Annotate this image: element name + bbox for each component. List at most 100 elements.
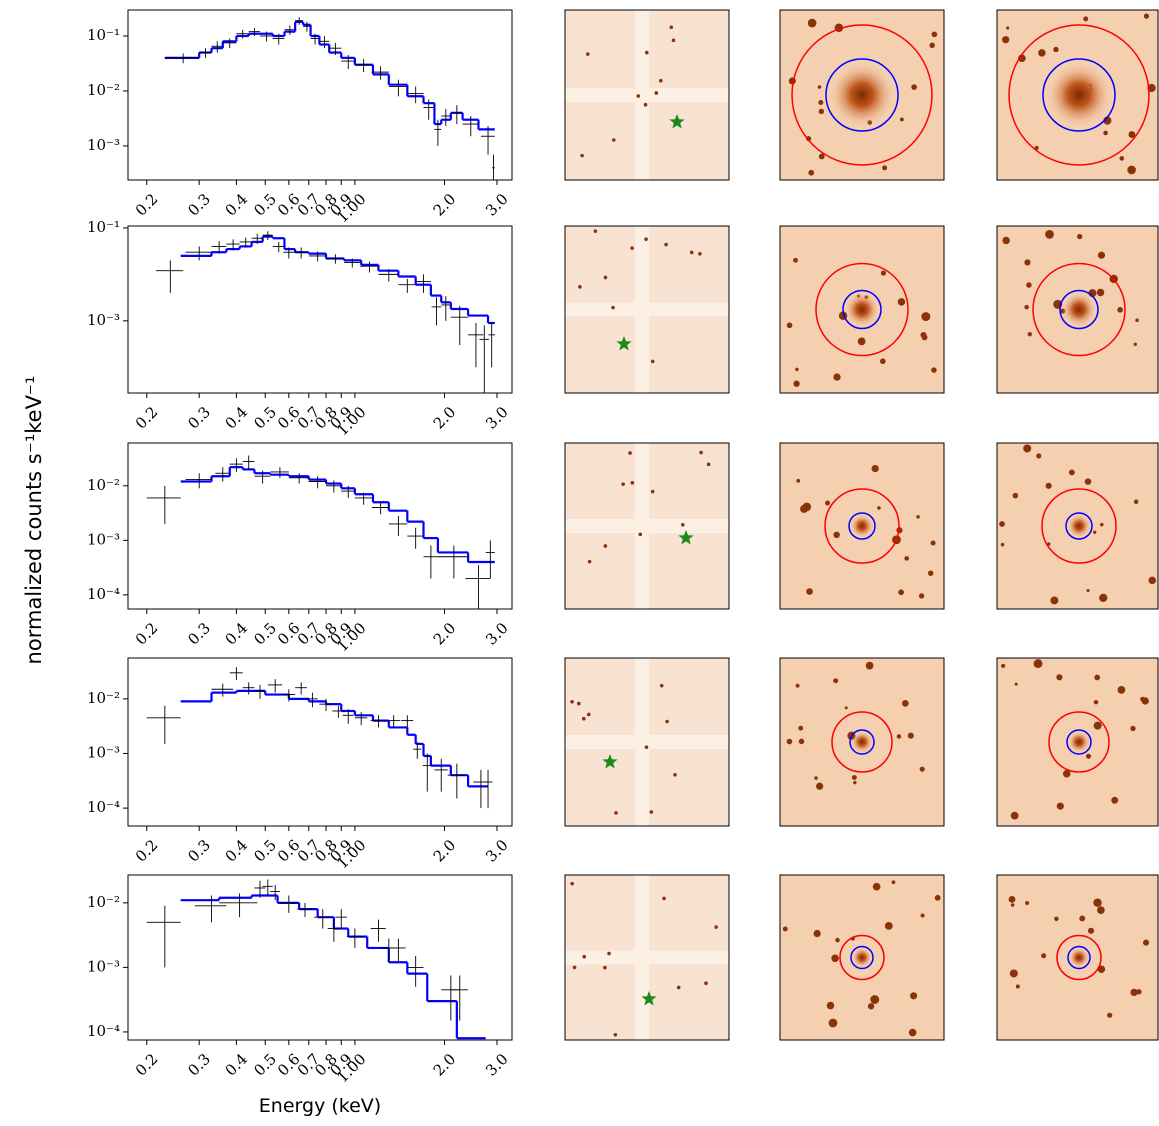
image-source bbox=[898, 589, 904, 596]
x-tick-label: 0.2 bbox=[132, 403, 162, 433]
image-source bbox=[1000, 542, 1005, 547]
image-source bbox=[1023, 444, 1032, 453]
image-source bbox=[931, 31, 938, 38]
image-source bbox=[1111, 796, 1119, 804]
source-glow bbox=[1069, 947, 1089, 968]
y-tick-label: 10⁻¹ bbox=[87, 218, 120, 236]
image-source bbox=[1087, 927, 1095, 934]
image-source bbox=[581, 716, 586, 721]
image-source bbox=[1086, 588, 1090, 593]
source-region bbox=[848, 512, 876, 540]
image-source bbox=[853, 780, 857, 785]
background-region bbox=[839, 934, 885, 981]
image-source bbox=[1093, 530, 1097, 534]
y-tick-label: 10⁻³ bbox=[87, 743, 120, 761]
image-source bbox=[673, 772, 677, 777]
source-region bbox=[1065, 512, 1093, 540]
image-source bbox=[833, 373, 841, 381]
image-cross bbox=[565, 950, 729, 965]
image-source bbox=[643, 102, 648, 107]
x-tick-label: 0.2 bbox=[132, 619, 162, 649]
image-source bbox=[1143, 13, 1150, 19]
x-tick-label: 2.0 bbox=[430, 619, 460, 649]
image-source bbox=[587, 559, 592, 564]
image-source bbox=[1002, 36, 1010, 44]
plot-frame bbox=[127, 9, 513, 181]
x-tick-label: 0.2 bbox=[132, 190, 162, 220]
image-source bbox=[798, 738, 805, 745]
image-source bbox=[1006, 26, 1010, 30]
image-source bbox=[586, 712, 591, 717]
image-source bbox=[919, 766, 925, 772]
image-source bbox=[1034, 145, 1039, 150]
background-region bbox=[1048, 711, 1110, 773]
image-source bbox=[872, 882, 881, 891]
image-source bbox=[1036, 453, 1042, 459]
image-source bbox=[814, 776, 818, 780]
source-marker bbox=[616, 336, 632, 351]
image-source bbox=[1045, 230, 1054, 239]
background-region bbox=[1041, 488, 1117, 564]
source-region bbox=[1059, 289, 1099, 330]
image-source bbox=[884, 921, 893, 930]
x-axis-label: Energy (keV) bbox=[259, 1095, 381, 1117]
image-source bbox=[1010, 903, 1015, 907]
image-source bbox=[844, 706, 848, 710]
x-tick-label: 3.0 bbox=[482, 190, 512, 220]
image-source bbox=[1025, 901, 1030, 906]
y-tick-label: 10⁻² bbox=[87, 81, 120, 99]
image-source bbox=[908, 1028, 917, 1037]
image-source bbox=[786, 738, 793, 745]
image-source bbox=[786, 322, 793, 329]
image-source bbox=[1128, 131, 1136, 139]
image-source bbox=[1054, 916, 1059, 922]
image-source bbox=[630, 246, 634, 250]
image-source bbox=[662, 896, 666, 901]
image-source bbox=[613, 1032, 618, 1037]
image-source bbox=[1135, 318, 1139, 322]
source-region bbox=[1066, 729, 1092, 755]
image-source bbox=[911, 84, 917, 90]
image-source bbox=[1015, 984, 1020, 989]
image-source bbox=[636, 94, 641, 98]
source-marker bbox=[669, 114, 685, 129]
image-source bbox=[671, 38, 676, 43]
image-source bbox=[833, 678, 839, 684]
x-tick-label: 0.3 bbox=[184, 190, 214, 220]
image-source bbox=[1002, 236, 1010, 245]
image-source bbox=[1141, 697, 1149, 705]
image-source bbox=[1093, 699, 1099, 705]
plot-area bbox=[164, 17, 495, 180]
image-source bbox=[795, 683, 800, 688]
y-tick-label: 10⁻⁴ bbox=[87, 585, 120, 603]
image-source bbox=[916, 515, 920, 519]
image-source bbox=[644, 237, 648, 241]
image-source bbox=[851, 775, 857, 780]
image-source bbox=[714, 925, 718, 929]
image-source bbox=[833, 531, 840, 539]
source-glow bbox=[850, 514, 874, 538]
image-source bbox=[578, 285, 582, 289]
y-tick-label: 10⁻² bbox=[87, 893, 120, 911]
image-source bbox=[910, 992, 918, 1000]
source-marker bbox=[602, 754, 618, 769]
image-source bbox=[901, 700, 909, 707]
image-source bbox=[704, 981, 708, 985]
image-frame bbox=[779, 442, 945, 610]
image-source bbox=[664, 242, 668, 247]
x-tick-label: 3.0 bbox=[482, 836, 512, 866]
image-source bbox=[826, 1001, 835, 1010]
image-source bbox=[1024, 304, 1029, 310]
source-region bbox=[825, 58, 899, 132]
image-source bbox=[669, 25, 674, 30]
image-source bbox=[806, 588, 813, 595]
x-tick-label: 0.2 bbox=[132, 836, 162, 866]
x-tick-label: 0.3 bbox=[184, 403, 214, 433]
source-region bbox=[1067, 945, 1091, 970]
source-region bbox=[842, 289, 882, 330]
image-cross bbox=[565, 519, 729, 533]
image-source bbox=[1008, 895, 1016, 903]
image-source bbox=[870, 995, 880, 1004]
image-cross bbox=[565, 302, 729, 317]
